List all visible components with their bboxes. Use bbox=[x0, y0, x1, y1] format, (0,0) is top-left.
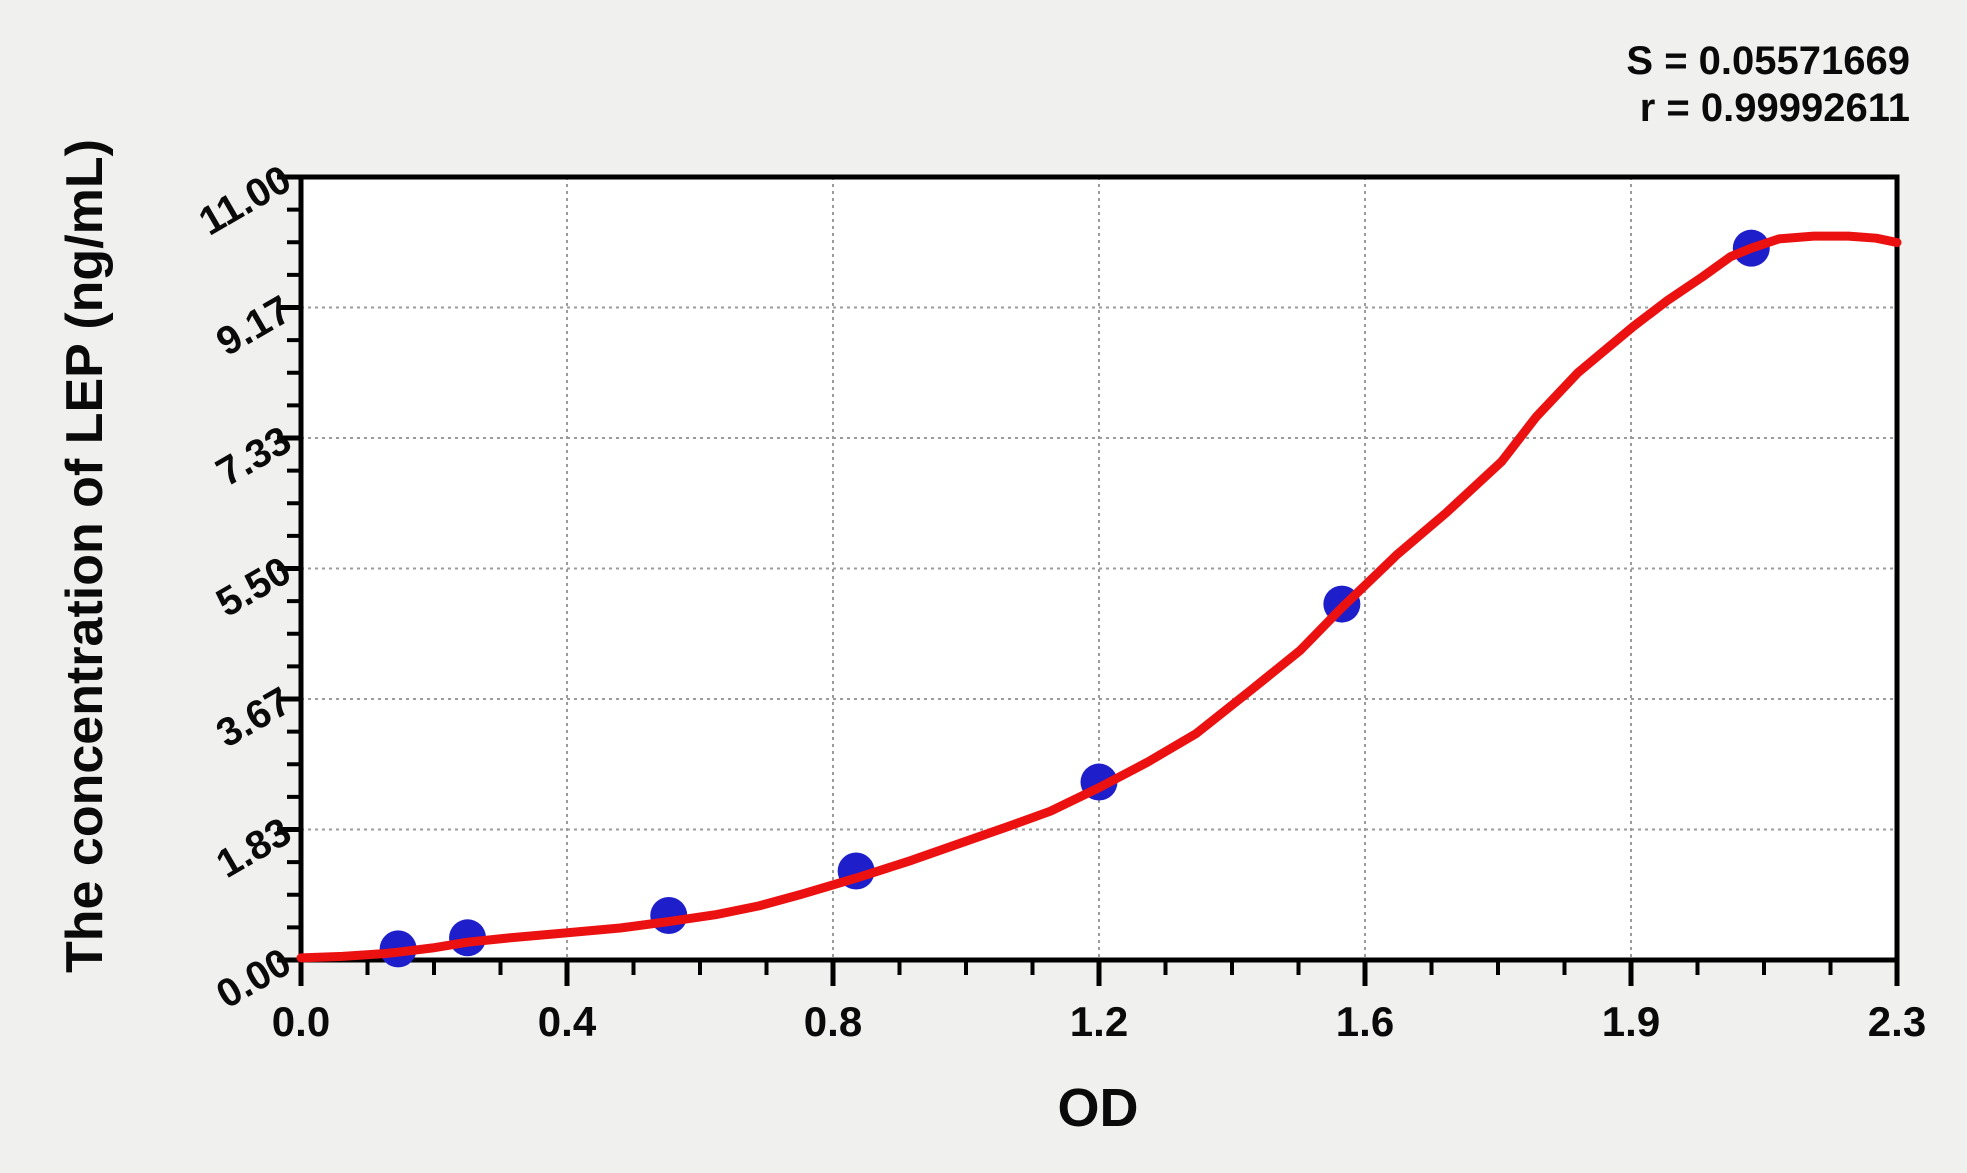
y-tick-label: 9.17 bbox=[209, 288, 298, 365]
x-tick-label: 0.4 bbox=[538, 998, 597, 1045]
x-tick-label: 1.9 bbox=[1602, 998, 1660, 1045]
y-tick-label: 7.33 bbox=[209, 418, 298, 495]
axis-ticks bbox=[277, 174, 1900, 986]
x-tick-label: 0.8 bbox=[804, 998, 862, 1045]
x-tick-label: 0.0 bbox=[272, 998, 330, 1045]
fit-statistics: S = 0.05571669 r = 0.99992611 bbox=[1626, 38, 1910, 132]
y-axis-title: The concentration of LEP (ng/mL) bbox=[56, 139, 114, 973]
x-tick-label: 2.3 bbox=[1868, 998, 1926, 1045]
y-tick-label: 3.67 bbox=[209, 679, 298, 756]
x-tick-label: 1.2 bbox=[1070, 998, 1128, 1045]
x-tick-label: 1.6 bbox=[1336, 998, 1394, 1045]
fit-correlation: r = 0.99992611 bbox=[1639, 86, 1910, 130]
fit-curve bbox=[296, 231, 1902, 963]
y-tick-label: 5.50 bbox=[209, 549, 298, 626]
x-axis-title: OD bbox=[1057, 1078, 1139, 1138]
gridlines bbox=[301, 177, 1897, 960]
y-tick-label: 11.00 bbox=[192, 157, 299, 244]
fit-std-error: S = 0.05571669 bbox=[1626, 39, 1910, 83]
y-tick-label: 1.83 bbox=[209, 810, 298, 887]
